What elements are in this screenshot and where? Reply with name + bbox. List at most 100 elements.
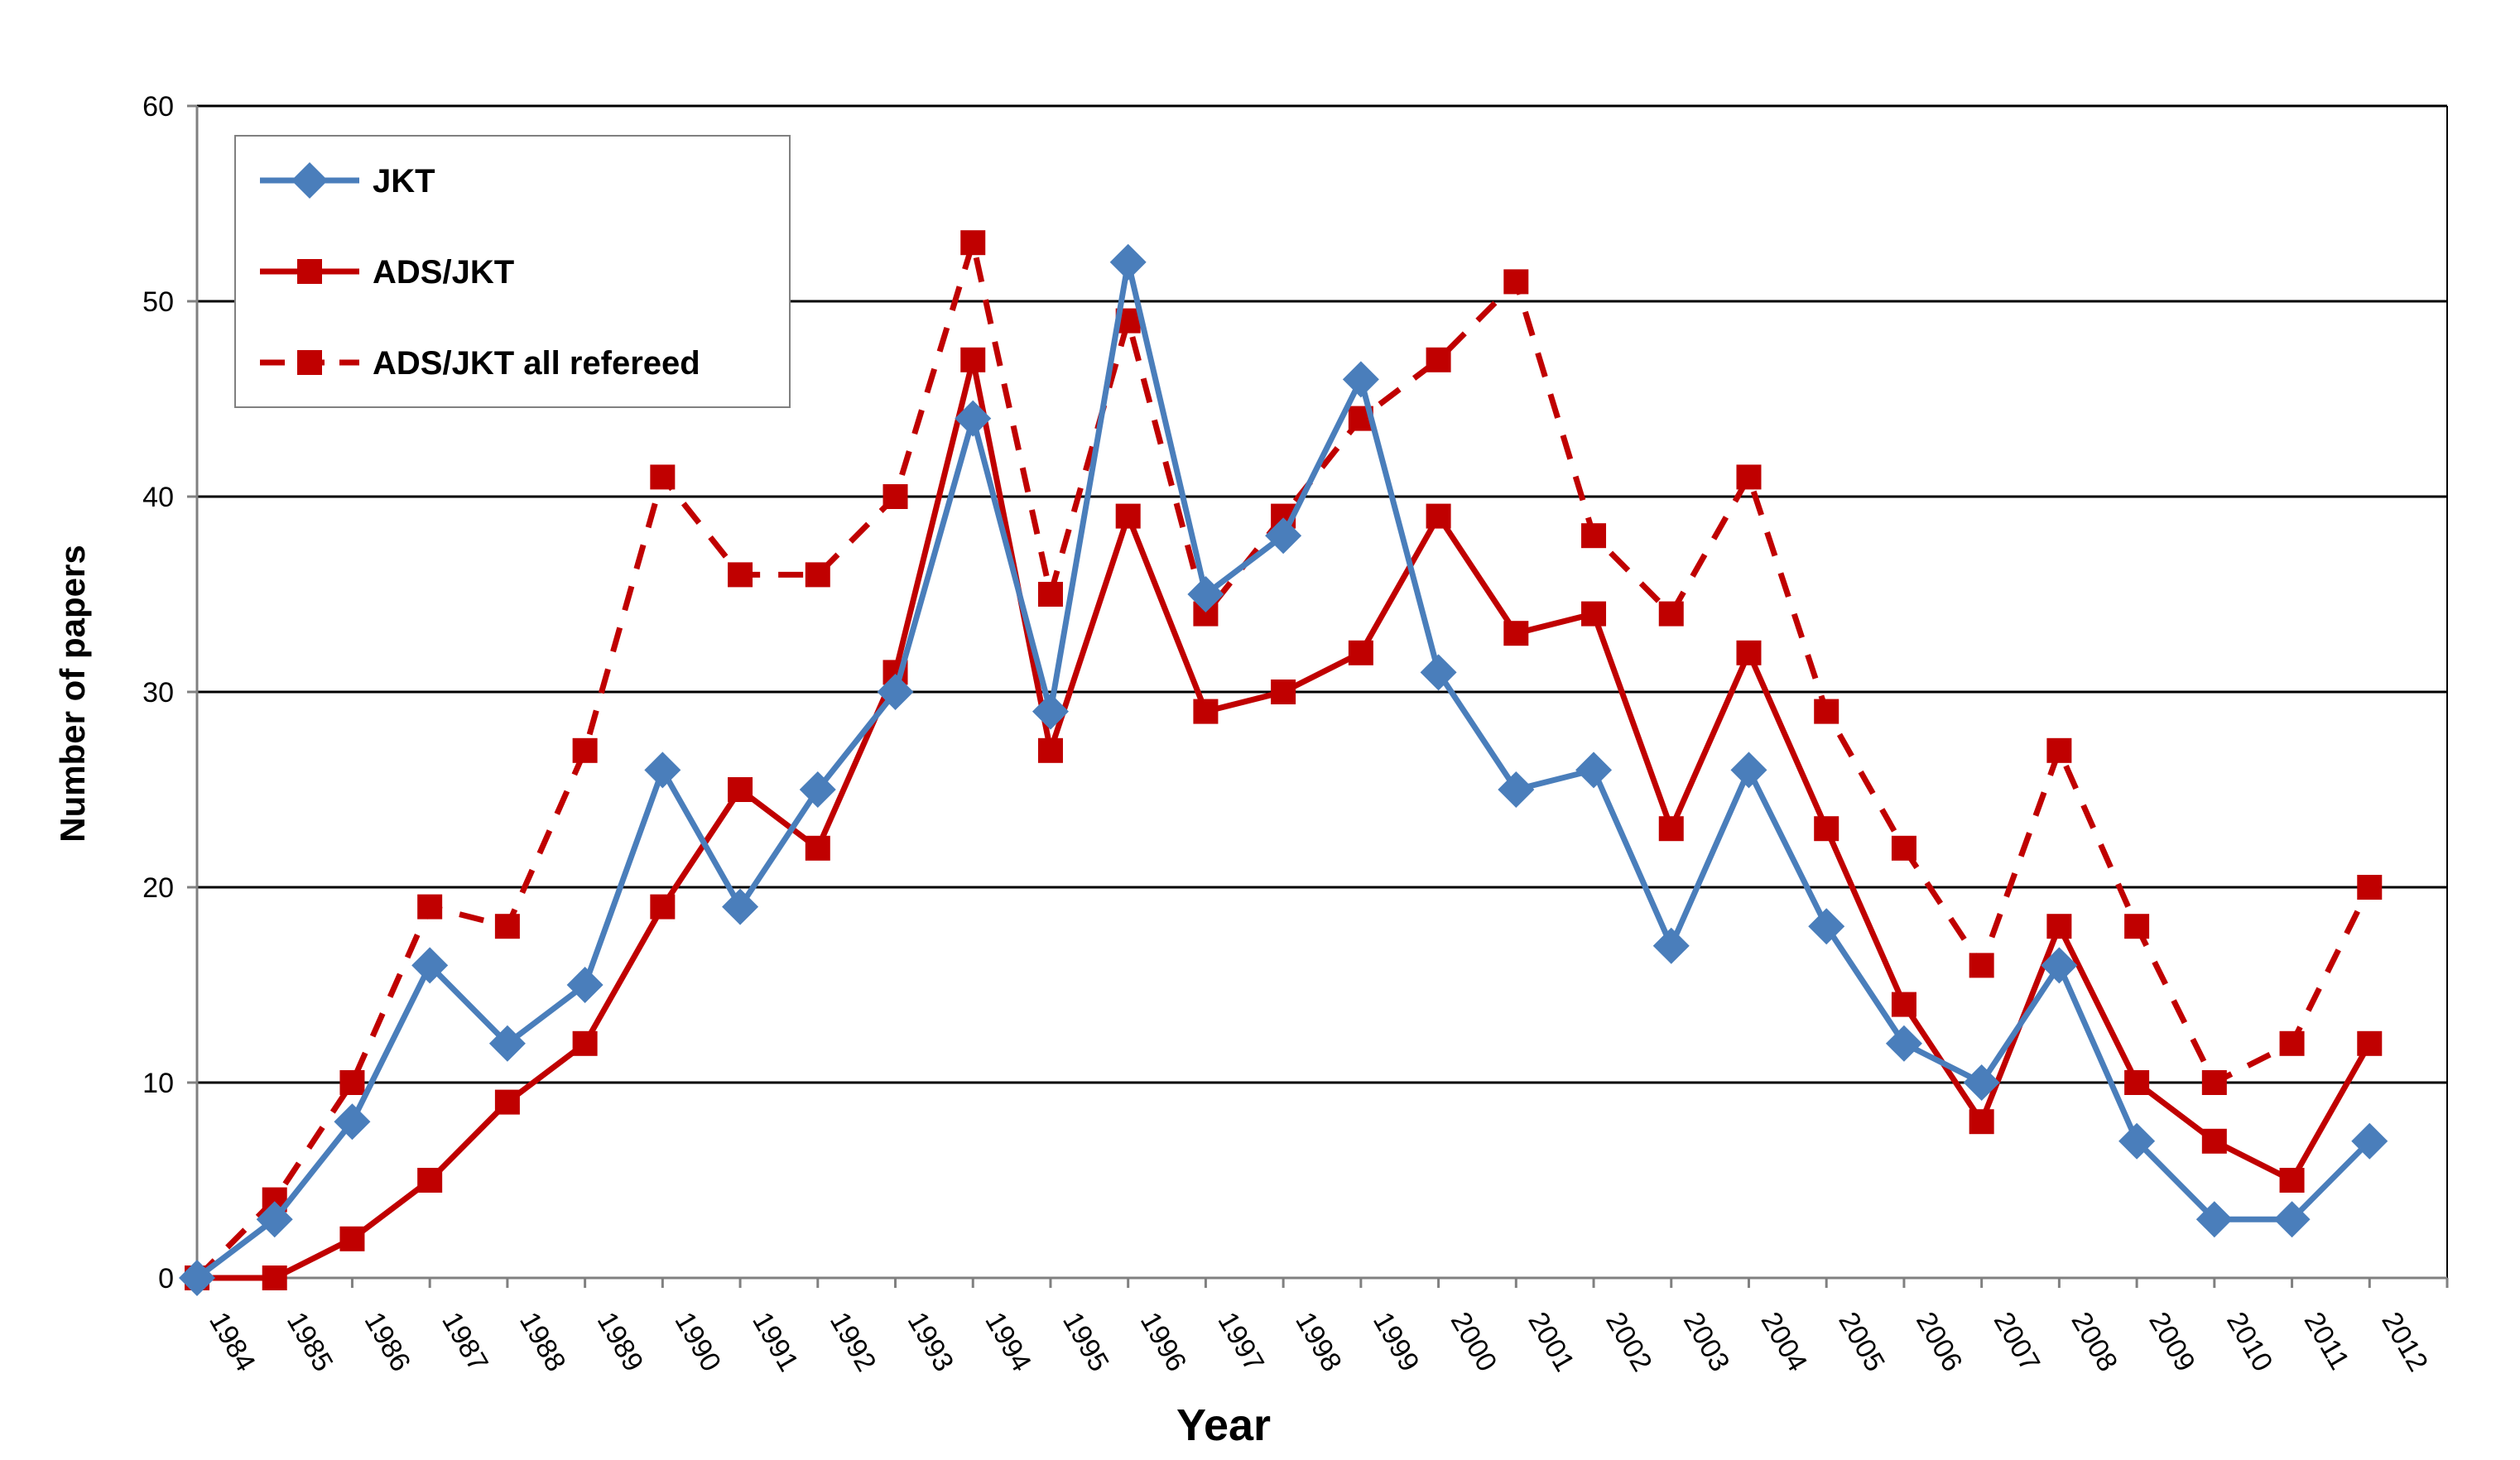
- data-point: [1420, 654, 1457, 691]
- data-point: [728, 777, 753, 802]
- data-point: [650, 894, 676, 920]
- data-point: [644, 752, 681, 789]
- series-2: [185, 230, 2383, 1290]
- y-tick-label: 30: [142, 677, 174, 708]
- data-point: [2118, 1122, 2156, 1160]
- data-point: [1891, 835, 1916, 861]
- data-point: [2351, 1122, 2388, 1160]
- data-point: [1736, 640, 1762, 665]
- data-point: [262, 1265, 287, 1290]
- data-point: [1969, 1109, 1994, 1135]
- data-point: [1658, 601, 1684, 627]
- data-point: [1348, 640, 1373, 665]
- y-tick-label: 50: [142, 286, 174, 318]
- data-point: [494, 914, 520, 939]
- data-point: [2279, 1168, 2305, 1193]
- data-point: [1963, 1064, 2000, 1101]
- data-point: [2195, 1201, 2233, 1238]
- y-axis-title: Number of papers: [53, 545, 92, 842]
- data-point: [1271, 680, 1296, 704]
- data-point: [728, 562, 753, 588]
- series-layer: [179, 230, 2388, 1296]
- data-point: [1885, 1025, 1922, 1062]
- data-point: [2279, 1030, 2305, 1056]
- data-point: [1652, 927, 1690, 964]
- data-point: [411, 947, 449, 984]
- data-point: [1814, 699, 1840, 724]
- legend-swatch-marker: [297, 259, 322, 284]
- data-point: [2201, 1128, 2227, 1154]
- data-point: [2124, 1070, 2150, 1095]
- gridlines: [197, 104, 2448, 1278]
- data-point: [1265, 517, 1302, 555]
- data-point: [339, 1070, 365, 1095]
- data-point: [566, 967, 604, 1003]
- data-point: [2046, 737, 2072, 763]
- data-point: [488, 1025, 526, 1062]
- legend-label: ADS/JKT: [373, 254, 514, 291]
- data-point: [256, 1201, 293, 1238]
- data-point: [179, 1260, 215, 1296]
- data-point: [2041, 947, 2078, 984]
- data-point: [1193, 699, 1219, 724]
- data-point: [2201, 1070, 2227, 1095]
- data-point: [1115, 503, 1141, 529]
- data-point: [2273, 1201, 2311, 1238]
- y-tick-labels: 0 10 20 30 40 50 60: [142, 91, 174, 1294]
- y-tick-label: 20: [142, 872, 174, 904]
- data-point: [1581, 601, 1607, 627]
- data-point: [1581, 523, 1607, 549]
- data-point: [2046, 914, 2072, 939]
- data-point: [417, 894, 443, 920]
- data-point: [1814, 816, 1840, 842]
- data-point: [1187, 576, 1224, 612]
- x-axis-title: Year: [1176, 1400, 1271, 1450]
- data-point: [960, 347, 986, 372]
- data-point: [572, 737, 598, 763]
- data-point: [1891, 992, 1916, 1017]
- data-point: [722, 888, 759, 925]
- data-point: [805, 562, 830, 588]
- y-tick-label: 0: [158, 1263, 174, 1294]
- data-point: [960, 230, 986, 256]
- data-point: [1426, 347, 1451, 372]
- data-point: [1426, 503, 1451, 529]
- data-point: [877, 674, 914, 710]
- data-point: [1037, 737, 1063, 763]
- data-point: [1969, 953, 1994, 978]
- data-point: [572, 1030, 598, 1056]
- data-point: [1109, 243, 1147, 281]
- y-tick-label: 60: [142, 91, 174, 122]
- data-point: [1032, 693, 1069, 730]
- legend-label: JKT: [373, 163, 435, 199]
- data-point: [2357, 1030, 2383, 1056]
- legend-label: ADS/JKT all refereed: [373, 345, 700, 382]
- data-point: [799, 771, 836, 808]
- data-point: [955, 400, 992, 437]
- data-point: [1503, 621, 1529, 646]
- legend-swatch-marker: [297, 350, 322, 375]
- data-point: [417, 1168, 443, 1193]
- y-tick-label: 10: [142, 1068, 174, 1099]
- data-point: [2124, 914, 2150, 939]
- data-point: [1575, 752, 1613, 789]
- data-point: [1498, 771, 1535, 808]
- data-point: [1503, 269, 1529, 295]
- data-point: [339, 1226, 365, 1251]
- series-0: [179, 243, 2388, 1296]
- data-point: [1658, 816, 1684, 842]
- data-point: [1730, 752, 1767, 789]
- data-point: [1808, 908, 1845, 945]
- data-point: [882, 484, 908, 509]
- data-point: [650, 464, 676, 490]
- data-point: [334, 1103, 371, 1141]
- legend: JKT ADS/JKT ADS/JKT all refereed: [234, 135, 791, 408]
- data-point: [494, 1089, 520, 1115]
- data-point: [1342, 361, 1379, 398]
- data-point: [2357, 875, 2383, 900]
- data-point: [1736, 464, 1762, 490]
- data-point: [1037, 582, 1063, 607]
- legend-swatch-marker: [291, 162, 328, 199]
- data-point: [805, 835, 830, 861]
